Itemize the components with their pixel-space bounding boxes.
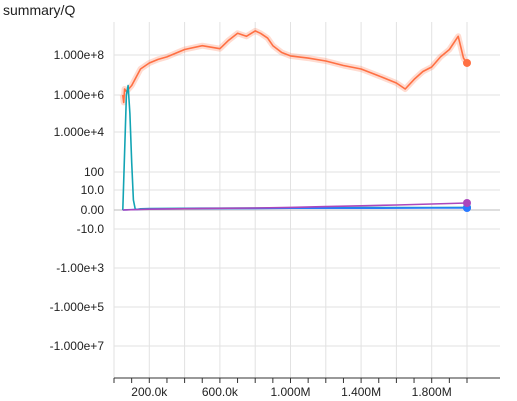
x-tick-label: 1.000M bbox=[270, 385, 310, 399]
series-line bbox=[122, 30, 468, 104]
y-tick-label: 100 bbox=[84, 165, 104, 179]
y-tick-label: 1.000e+4 bbox=[54, 125, 105, 139]
series-line bbox=[122, 84, 468, 211]
y-tick-label: -1.000e+5 bbox=[50, 300, 105, 314]
series-endpoint bbox=[463, 199, 471, 207]
y-tick-label: 1.000e+6 bbox=[54, 88, 105, 102]
y-tick-label: 1.000e+8 bbox=[54, 48, 105, 62]
x-tick-label: 600.0k bbox=[202, 385, 239, 399]
y-tick-label: -10.0 bbox=[77, 222, 105, 236]
series-halo bbox=[119, 27, 470, 106]
y-tick-label: -1.000e+7 bbox=[50, 339, 105, 353]
y-tick-label: 10.0 bbox=[81, 183, 105, 197]
chart-title: summary/Q bbox=[3, 2, 76, 18]
series-line bbox=[122, 202, 468, 211]
y-tick-label: -1.00e+3 bbox=[56, 261, 104, 275]
x-tick-label: 200.0k bbox=[131, 385, 168, 399]
x-tick-label: 1.800M bbox=[412, 385, 452, 399]
x-tick-label: 1.400M bbox=[341, 385, 381, 399]
series-endpoint bbox=[463, 58, 471, 67]
y-tick-label: 0.00 bbox=[81, 203, 105, 217]
